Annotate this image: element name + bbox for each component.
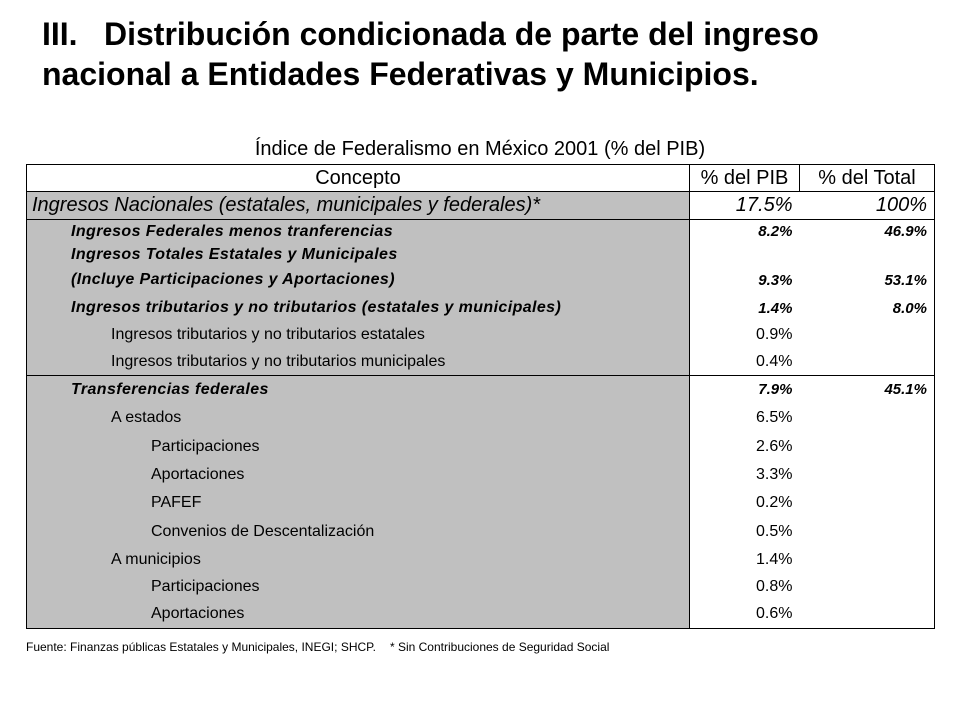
row-label: Ingresos tributarios y no tributarios es… — [26, 321, 690, 349]
row-pib: 0.9% — [689, 321, 800, 349]
row-pib: 1.4% — [689, 545, 800, 574]
header-concept: Concepto — [26, 164, 690, 192]
source-footnote: Fuente: Finanzas públicas Estatales y Mu… — [26, 639, 934, 655]
row-pib: 0.8% — [689, 573, 800, 601]
table-row: Ingresos Federales menos tranferencias 8… — [26, 219, 935, 244]
table-row: Ingresos tributarios y no tributarios es… — [26, 321, 935, 349]
row-label: A municipios — [26, 545, 690, 574]
row-total — [799, 460, 935, 489]
row-label: Ingresos Totales Estatales y Municipales — [26, 243, 690, 266]
table-row: Participaciones 2.6% — [26, 432, 935, 461]
section-number: III. — [42, 16, 78, 52]
national-pib: 17.5% — [689, 191, 800, 220]
table-row: A municipios 1.4% — [26, 545, 935, 574]
source-text: Fuente: Finanzas públicas Estatales y Mu… — [26, 640, 376, 654]
row-label: PAFEF — [26, 488, 690, 518]
row-total — [799, 403, 935, 433]
row-label: Ingresos Federales menos tranferencias — [26, 219, 690, 244]
slide-title: III. Distribución condicionada de parte d… — [42, 14, 942, 94]
table-row: Aportaciones 0.6% — [26, 600, 935, 629]
row-pib: 0.2% — [689, 488, 800, 518]
row-label: Participaciones — [26, 573, 690, 601]
row-pib: 0.5% — [689, 517, 800, 546]
row-pib: 9.3% — [689, 265, 800, 295]
national-row: Ingresos Nacionales (estatales, municipa… — [26, 191, 935, 220]
row-label: Convenios de Descentalización — [26, 517, 690, 546]
row-pib: 0.4% — [689, 348, 800, 376]
row-pib: 0.6% — [689, 600, 800, 629]
row-total — [799, 600, 935, 629]
row-total — [799, 488, 935, 518]
row-pib: 6.5% — [689, 403, 800, 433]
table-row: Ingresos Totales Estatales y Municipales — [26, 243, 935, 266]
national-total: 100% — [799, 191, 935, 220]
row-total: 53.1% — [799, 265, 935, 295]
table-row: Ingresos tributarios y no tributarios (e… — [26, 294, 935, 322]
row-pib: 7.9% — [689, 375, 800, 404]
row-total — [799, 321, 935, 349]
row-total — [799, 432, 935, 461]
row-pib — [689, 243, 800, 266]
row-total — [799, 573, 935, 601]
row-pib: 8.2% — [689, 219, 800, 244]
row-total: 45.1% — [799, 375, 935, 404]
row-label: Transferencias federales — [26, 375, 690, 404]
table-row: Participaciones 0.8% — [26, 573, 935, 601]
row-label: Aportaciones — [26, 460, 690, 489]
row-total — [799, 243, 935, 266]
header-pib: % del PIB — [689, 164, 800, 192]
row-total — [799, 348, 935, 376]
header-row: Concepto % del PIB % del Total — [26, 164, 935, 192]
row-pib: 2.6% — [689, 432, 800, 461]
footnote-text: * Sin Contribuciones de Seguridad Social — [389, 640, 610, 654]
table-row: PAFEF 0.2% — [26, 488, 935, 518]
row-label: Ingresos tributarios y no tributarios mu… — [26, 348, 690, 376]
row-label: Ingresos tributarios y no tributarios (e… — [26, 294, 690, 322]
row-pib: 3.3% — [689, 460, 800, 489]
row-total: 46.9% — [799, 219, 935, 244]
table-title: Índice de Federalismo en México 2001 (% … — [254, 138, 706, 160]
row-label: (Incluye Participaciones y Aportaciones) — [26, 265, 690, 295]
table-row: Aportaciones 3.3% — [26, 460, 935, 489]
row-label: A estados — [26, 403, 690, 433]
table-row: Convenios de Descentalización 0.5% — [26, 517, 935, 546]
row-total — [799, 545, 935, 574]
row-label: Participaciones — [26, 432, 690, 461]
table-row: (Incluye Participaciones y Aportaciones)… — [26, 265, 935, 295]
table-row: Ingresos tributarios y no tributarios mu… — [26, 348, 935, 376]
federalism-table: Concepto % del PIB % del Total Ingresos … — [26, 164, 935, 629]
national-label: Ingresos Nacionales (estatales, municipa… — [26, 191, 690, 220]
table-row: Transferencias federales 7.9% 45.1% — [26, 375, 935, 404]
header-total: % del Total — [799, 164, 935, 192]
table-row: A estados 6.5% — [26, 403, 935, 433]
title-text: Distribución condicionada de parte del i… — [42, 16, 819, 92]
row-label: Aportaciones — [26, 600, 690, 629]
row-pib: 1.4% — [689, 294, 800, 322]
row-total: 8.0% — [799, 294, 935, 322]
row-total — [799, 517, 935, 546]
